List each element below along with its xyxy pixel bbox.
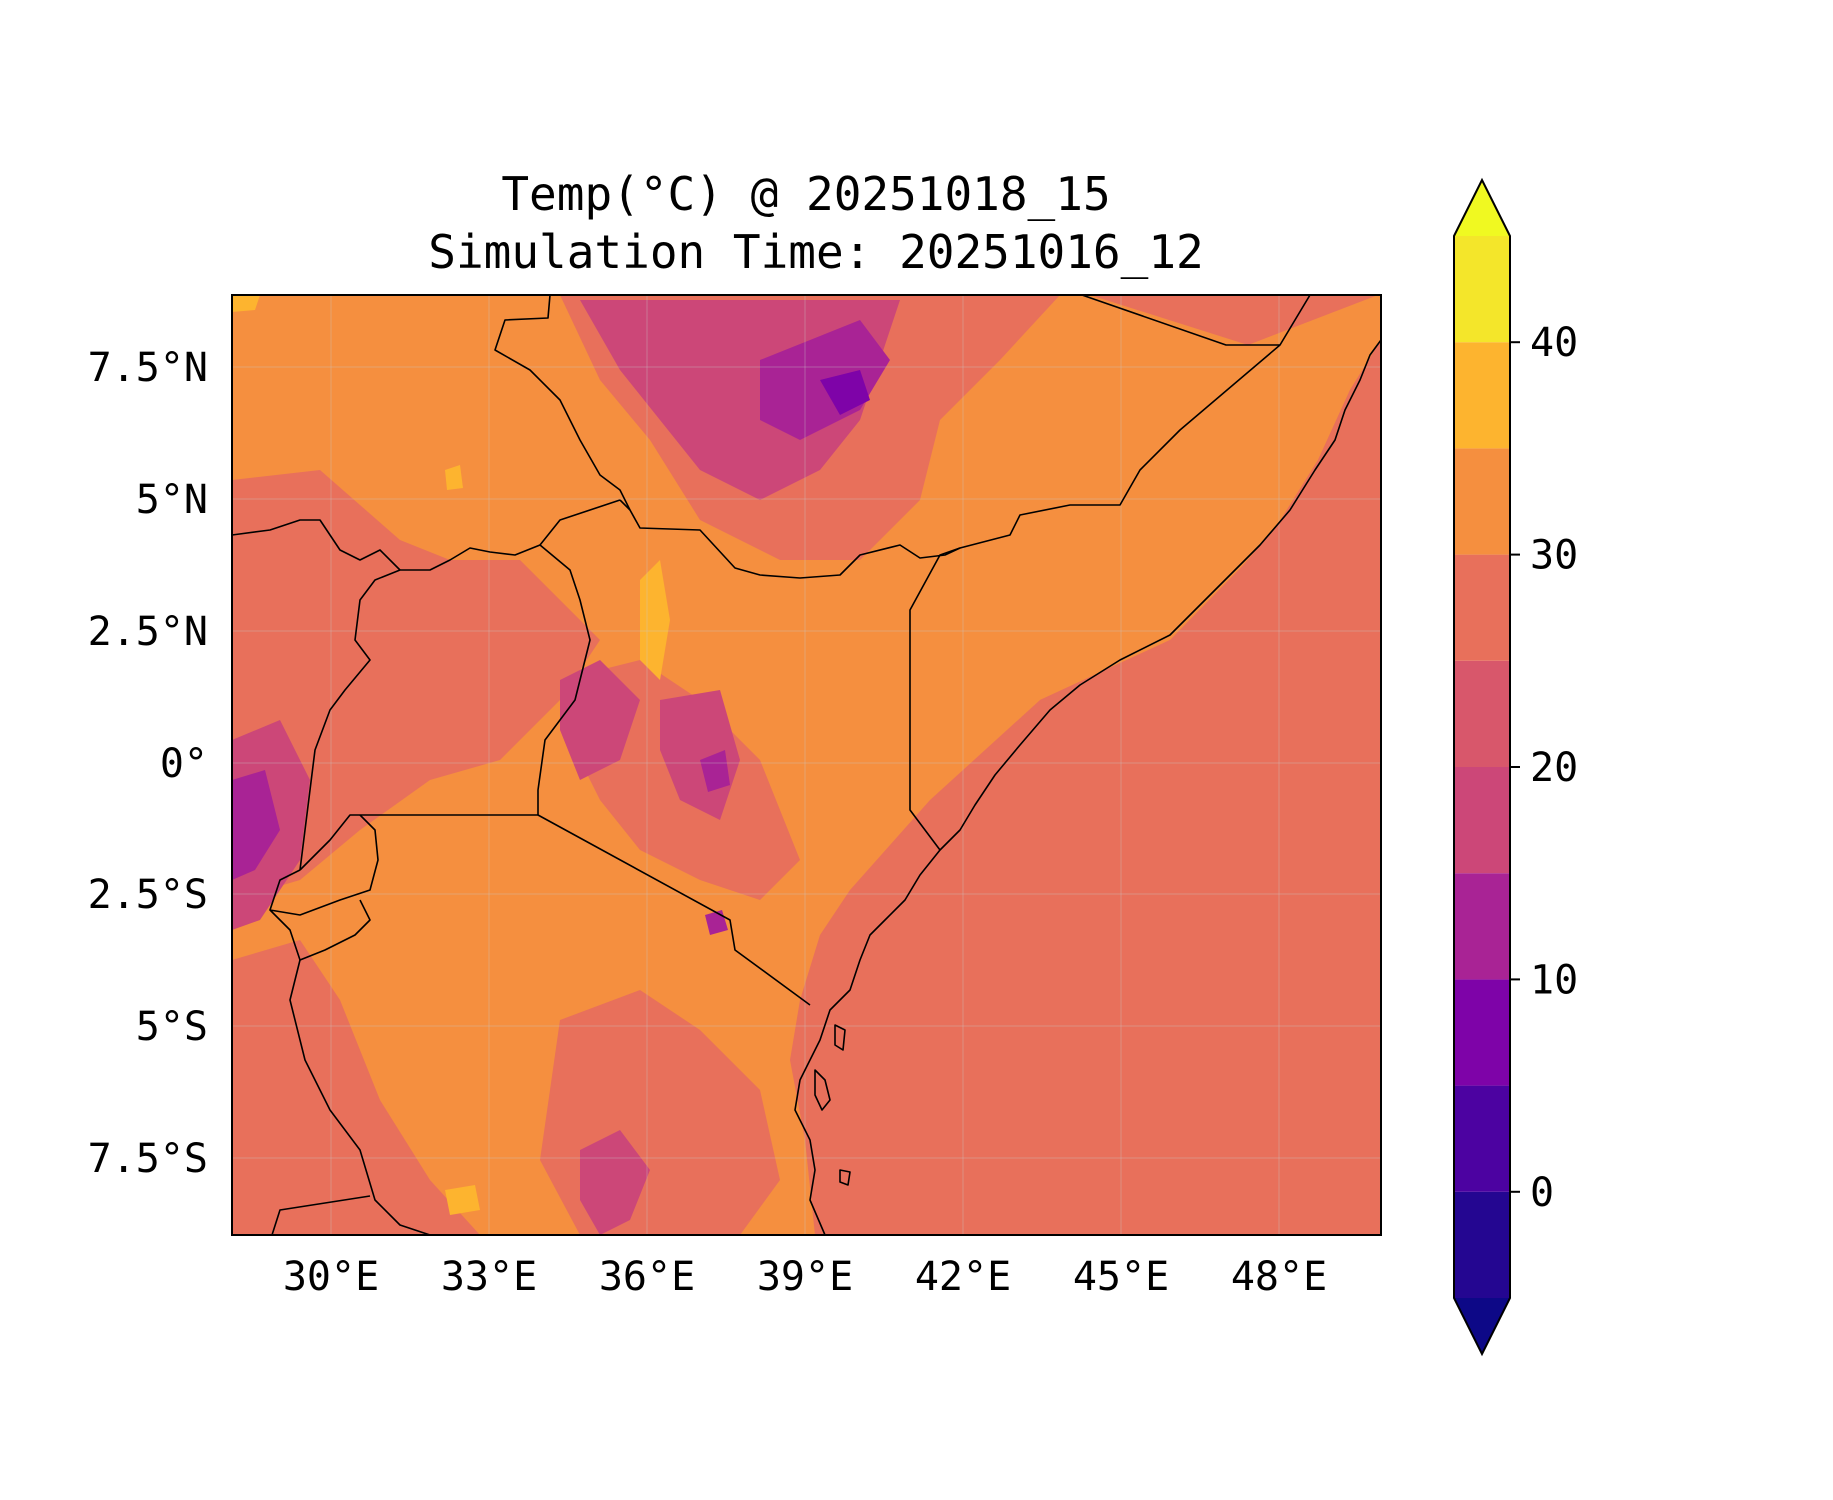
tanzania-zambia-border [271,1195,371,1235]
x-tick-label: 45°E [1073,1254,1169,1300]
y-tick-label: 5°S [136,1004,208,1050]
colorbar-segment [1454,979,1510,1086]
map-frame [231,294,1382,1236]
kenya-ethiopia-border [619,499,961,579]
land-warm-region [232,295,1381,1235]
colorbar-segment [1454,1085,1510,1192]
title-line-1: Temp(°C) @ 20251018_15 [501,167,1110,221]
colorbar-tick-label: 30 [1530,533,1578,579]
colorbar-tick-label: 20 [1530,745,1578,791]
colorbar-segment [1454,554,1510,661]
hot-spot-turkana [640,560,670,680]
west-lowland-zone [232,470,600,900]
colorbar-tick-label: 10 [1530,957,1578,1003]
mafia-island [839,1169,851,1186]
rwanda-burundi-outline [269,814,379,961]
colorbar-outline [1453,177,1511,1357]
colorbar-segment [1454,660,1510,767]
hot-spot-north [445,465,463,490]
colorbar-segment [1454,448,1510,555]
kenya-highlands-core [700,750,730,792]
land-temperature-field [232,295,1381,1235]
coastline [794,339,1381,1235]
kenya-tanzania-border [537,814,811,1006]
colorbar-extend-min [1454,1298,1510,1354]
y-tick-label: 5°N [136,477,208,523]
x-tick-label: 42°E [915,1254,1011,1300]
colorbar: 0 10 20 30 40 [1453,177,1578,1357]
map-panel [232,295,1381,1235]
uganda-drc-border [299,544,541,871]
y-tick-label: 2.5°S [88,872,208,918]
djibouti-border [1081,295,1280,346]
somalia-ethiopia-border [909,295,1311,851]
pemba-island [834,1024,846,1051]
rift-cool-band [560,660,640,780]
x-tick-label: 36°E [599,1254,695,1300]
y-tick-label: 2.5°N [88,609,208,655]
colorbar-segment [1454,873,1510,980]
country-borders [232,295,1381,1235]
y-axis: 7.5°N 5°N 2.5°N 0° 2.5°S 5°S 7.5°S [88,345,208,1182]
colorbar-tick-label: 0 [1530,1170,1554,1216]
x-tick-label: 39°E [757,1254,853,1300]
colorbar-extend-max [1454,180,1510,236]
uganda-tanzania-line [299,814,538,871]
colorbar-segment [1454,767,1510,874]
drc-tanzania-lake-border [289,959,431,1235]
colorbar-segment [1454,342,1510,449]
ethiopia-coldest-core [820,370,870,415]
x-axis: 30°E 33°E 36°E 39°E 42°E 45°E 48°E [283,1254,1327,1300]
y-tick-label: 0° [160,741,208,787]
south-sudan-ethiopia-border [494,295,631,511]
x-tick-label: 30°E [283,1254,379,1300]
graticule [232,295,1381,1235]
south-highlands-band [580,1130,650,1235]
colorbar-segment [1454,236,1510,343]
colorbar-tick-label: 40 [1530,320,1578,366]
kenya-uganda-border [537,499,621,815]
zanzibar-island [814,1069,831,1111]
title-line-2: Simulation Time: 20251016_12 [428,225,1203,279]
west-rift-core [232,770,280,880]
y-tick-label: 7.5°S [88,1136,208,1182]
south-sudan-drc-border [232,519,401,571]
x-tick-label: 48°E [1231,1254,1327,1300]
hot-spot-south [445,1185,480,1215]
y-tick-label: 7.5°N [88,345,208,391]
hot-spot-northwest [232,295,260,312]
colorbar-segment [1454,1191,1510,1298]
x-tick-label: 33°E [441,1254,537,1300]
